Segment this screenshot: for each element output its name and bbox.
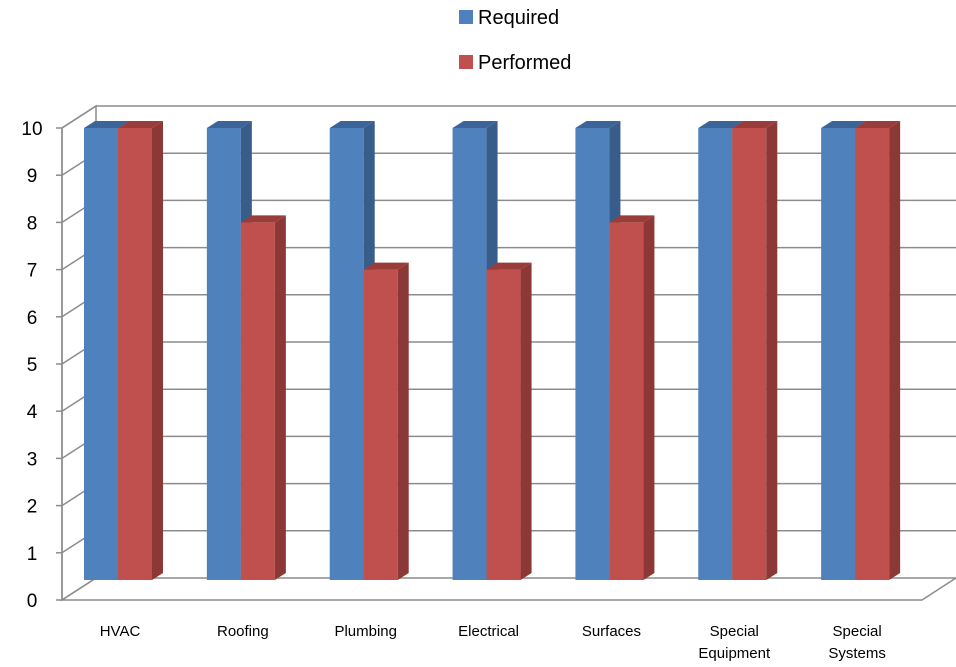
- x-tick-label: Surfaces: [582, 623, 641, 640]
- bar-front: [452, 128, 487, 580]
- bar-side: [520, 262, 532, 580]
- gridline: [61, 105, 956, 129]
- y-tick-label: 8: [27, 213, 38, 234]
- bar-top: [84, 121, 129, 128]
- bar-performed: [118, 121, 163, 580]
- bar-front: [363, 269, 398, 580]
- y-tick-label: 6: [27, 308, 38, 329]
- y-tick-label: 7: [27, 261, 38, 282]
- x-tick-label: HVAC: [100, 623, 141, 640]
- y-tick-label: 3: [27, 449, 38, 470]
- x-axis-ticks: HVAC Roofing Plumbing Electrical Surfaces Spe…: [100, 623, 886, 662]
- x-tick-label: Roofing: [217, 623, 269, 640]
- bar-front: [329, 128, 364, 580]
- bar-top: [240, 215, 286, 223]
- bar-side: [397, 262, 409, 580]
- legend-swatch: [459, 55, 473, 69]
- bar-front: [609, 222, 644, 580]
- bar-side: [274, 215, 286, 580]
- bar-performed: [363, 262, 409, 580]
- bar-top: [821, 121, 867, 128]
- legend: Required Performed: [459, 7, 571, 74]
- bar-top: [698, 121, 744, 128]
- bar-front: [698, 128, 733, 580]
- legend-swatch: [459, 10, 473, 24]
- bar-front: [486, 269, 521, 580]
- x-tick-label: Special Systems: [828, 623, 886, 662]
- bar-side: [766, 121, 778, 580]
- y-tick-label: 2: [27, 497, 38, 518]
- bar-top: [855, 121, 901, 128]
- bar-front: [84, 128, 118, 580]
- bar-front: [118, 128, 152, 580]
- y-tick-label: 10: [21, 119, 42, 140]
- floor: [59, 577, 956, 601]
- y-tick-label: 1: [27, 544, 38, 565]
- y-tick-label: 9: [27, 166, 38, 187]
- bar-performed: [855, 121, 901, 580]
- bar-front: [206, 128, 241, 580]
- bar-side: [643, 215, 655, 580]
- bar-top: [206, 121, 252, 128]
- x-tick-label: Electrical: [458, 623, 519, 640]
- legend-item-required: Required: [459, 7, 559, 29]
- bar-front: [855, 128, 890, 580]
- bar-front: [732, 128, 767, 580]
- bar-performed: [609, 215, 655, 580]
- bar-top: [609, 215, 655, 223]
- x-tick-label: Special Equipment: [698, 623, 771, 662]
- bars: [84, 121, 901, 580]
- bar-top: [452, 121, 498, 128]
- y-axis-ticks: 0 1 2 3 4 5 6 7 8 9 10: [21, 119, 63, 612]
- legend-label: Performed: [478, 52, 571, 74]
- bar-top: [575, 121, 621, 128]
- x-tick-label: Plumbing: [334, 623, 397, 640]
- bar-top: [486, 262, 532, 270]
- legend-label: Required: [478, 7, 559, 29]
- bar-top: [732, 121, 778, 128]
- bar-performed: [486, 262, 532, 580]
- bar-front: [821, 128, 856, 580]
- bar-front: [575, 128, 610, 580]
- y-tick-label: 0: [27, 591, 38, 612]
- bar-performed: [732, 121, 778, 580]
- y-tick-label: 4: [27, 402, 38, 423]
- bar-performed: [240, 215, 286, 580]
- bar-front: [240, 222, 275, 580]
- bar-top: [329, 121, 375, 128]
- bar-top: [118, 121, 163, 128]
- bar-side: [889, 121, 901, 580]
- y-tick-label: 5: [27, 355, 38, 376]
- bar-top: [363, 262, 409, 270]
- bar-side: [152, 121, 163, 580]
- legend-item-performed: Performed: [459, 52, 571, 74]
